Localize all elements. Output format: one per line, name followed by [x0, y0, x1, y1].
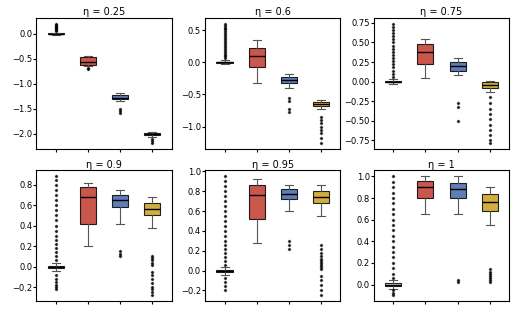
PathPatch shape [48, 33, 64, 34]
PathPatch shape [385, 283, 401, 285]
PathPatch shape [217, 270, 233, 272]
PathPatch shape [48, 266, 64, 268]
PathPatch shape [313, 191, 329, 203]
Title: η = 0.25: η = 0.25 [83, 7, 125, 17]
Title: η = 0.9: η = 0.9 [86, 160, 122, 170]
PathPatch shape [80, 57, 96, 65]
PathPatch shape [112, 95, 128, 99]
PathPatch shape [249, 48, 265, 67]
PathPatch shape [249, 185, 265, 219]
PathPatch shape [449, 62, 465, 71]
PathPatch shape [217, 62, 233, 63]
PathPatch shape [482, 194, 498, 211]
PathPatch shape [385, 81, 401, 82]
Title: η = 0.6: η = 0.6 [255, 7, 291, 17]
PathPatch shape [281, 77, 297, 83]
Title: η = 1: η = 1 [428, 160, 455, 170]
Title: η = 0.75: η = 0.75 [421, 7, 463, 17]
PathPatch shape [417, 181, 433, 198]
PathPatch shape [112, 195, 128, 207]
PathPatch shape [144, 133, 160, 135]
PathPatch shape [417, 44, 433, 64]
PathPatch shape [281, 189, 297, 199]
Title: η = 0.95: η = 0.95 [252, 160, 294, 170]
PathPatch shape [144, 203, 160, 215]
PathPatch shape [80, 187, 96, 224]
PathPatch shape [449, 183, 465, 198]
PathPatch shape [482, 82, 498, 88]
PathPatch shape [313, 102, 329, 106]
